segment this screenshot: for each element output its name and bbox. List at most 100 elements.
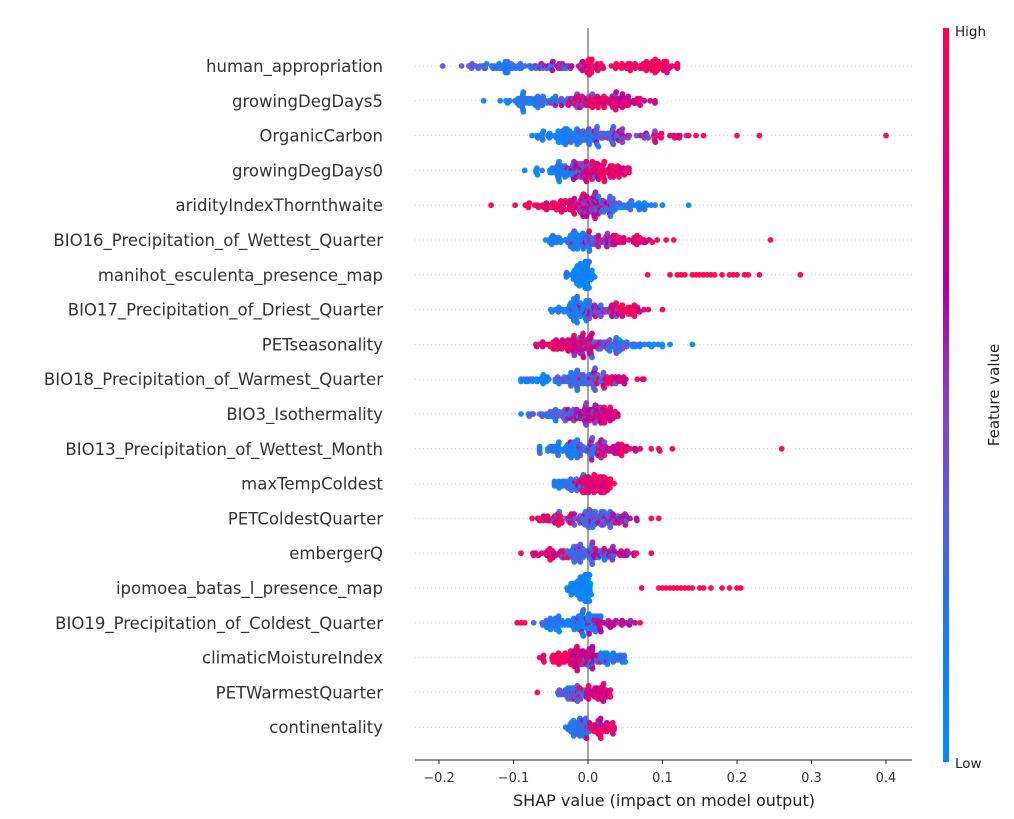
shap-point: [626, 237, 632, 243]
shap-point: [637, 102, 644, 109]
shap-point: [577, 541, 584, 548]
shap-point: [589, 354, 595, 361]
shap-point: [756, 271, 763, 278]
shap-point: [574, 643, 580, 650]
x-tick-label: 0.1: [652, 771, 673, 786]
shap-point: [726, 585, 733, 591]
feature-label: BIO17_Precipitation_of_Driest_Quarter: [68, 301, 383, 321]
shap-point: [589, 434, 596, 441]
shap-point: [611, 726, 617, 733]
shap-point: [592, 365, 598, 372]
shap-point: [589, 561, 596, 568]
shap-point: [571, 195, 578, 202]
shap-point: [586, 315, 593, 322]
shap-point: [521, 619, 528, 626]
shap-point: [610, 730, 616, 737]
shap-point: [614, 413, 621, 420]
shap-point: [595, 176, 602, 183]
shap-point: [682, 271, 688, 278]
feature-label: growingDegDays0: [232, 161, 383, 180]
shap-point: [659, 343, 666, 350]
shap-point: [589, 56, 595, 63]
shap-point: [611, 480, 617, 487]
shap-point: [577, 452, 584, 459]
x-tick-label: 0.0: [578, 771, 599, 786]
feature-label: ipomoea_batas_l_presence_map: [116, 579, 383, 599]
shap-point: [606, 348, 613, 354]
shap-point: [652, 202, 658, 209]
shap-point: [632, 448, 639, 454]
shap-point: [571, 332, 577, 339]
shap-point: [601, 404, 608, 411]
shap-point: [613, 89, 620, 95]
shap-point: [552, 93, 559, 100]
shap-point: [583, 735, 590, 742]
shap-point: [548, 132, 554, 139]
shap-point: [700, 585, 707, 591]
shap-point: [767, 237, 774, 243]
feature-row-points: [488, 189, 692, 222]
shap-point: [552, 102, 559, 109]
shap-point: [626, 622, 633, 628]
shap-point: [667, 341, 673, 348]
shap-point: [587, 580, 594, 587]
feature-label: PETseasonality: [262, 335, 383, 354]
shap-point: [601, 439, 608, 446]
shap-point: [652, 139, 659, 146]
shap-point: [480, 97, 487, 104]
shap-point: [627, 67, 634, 74]
shap-point: [585, 696, 592, 702]
shap-point: [601, 104, 607, 111]
shap-point: [633, 132, 640, 139]
shap-point: [636, 206, 643, 213]
feature-label: embergerQ: [289, 544, 383, 563]
shap-point: [557, 513, 564, 520]
shap-point: [625, 93, 632, 100]
shap-point: [600, 698, 607, 705]
shap-point: [573, 230, 579, 237]
shap-point: [607, 687, 614, 694]
shap-point: [556, 158, 562, 165]
shap-point: [589, 539, 596, 546]
shap-point: [540, 93, 547, 100]
feature-label: maxTempColdest: [241, 475, 383, 494]
feature-row-points: [439, 56, 681, 78]
shap-point: [634, 376, 641, 383]
feature-row-points: [551, 471, 617, 496]
shap-point: [568, 487, 575, 494]
shap-point: [580, 632, 587, 639]
shap-point: [482, 65, 489, 72]
shap-point: [604, 661, 611, 668]
shap-point: [580, 230, 586, 237]
shap-point: [623, 376, 629, 383]
shap-point: [556, 178, 563, 185]
shap-point: [622, 522, 629, 528]
shap-point: [652, 100, 658, 106]
shap-point: [658, 130, 665, 137]
shap-point: [439, 63, 446, 69]
shap-point: [601, 452, 608, 459]
shap-point: [647, 97, 653, 104]
shap-point: [583, 213, 590, 220]
shap-point: [586, 126, 592, 132]
shap-point: [611, 548, 617, 554]
shap-point: [577, 260, 584, 267]
shap-point: [574, 367, 581, 374]
shap-point: [586, 258, 593, 265]
shap-point: [659, 306, 666, 313]
shap-point: [534, 165, 540, 172]
shap-point: [620, 234, 627, 241]
shap-point: [756, 132, 763, 139]
shap-point: [547, 615, 554, 622]
shap-point: [674, 65, 681, 72]
feature-label: BIO19_Precipitation_of_Coldest_Quarter: [55, 614, 383, 634]
shap-point: [571, 352, 578, 359]
shap-point: [641, 206, 648, 213]
feature-row-points: [562, 715, 617, 742]
shap-point: [540, 652, 547, 659]
shap-point: [574, 245, 581, 252]
shap-point: [607, 476, 614, 483]
shap-point: [626, 165, 632, 172]
x-tick-label: −0.2: [423, 771, 455, 786]
